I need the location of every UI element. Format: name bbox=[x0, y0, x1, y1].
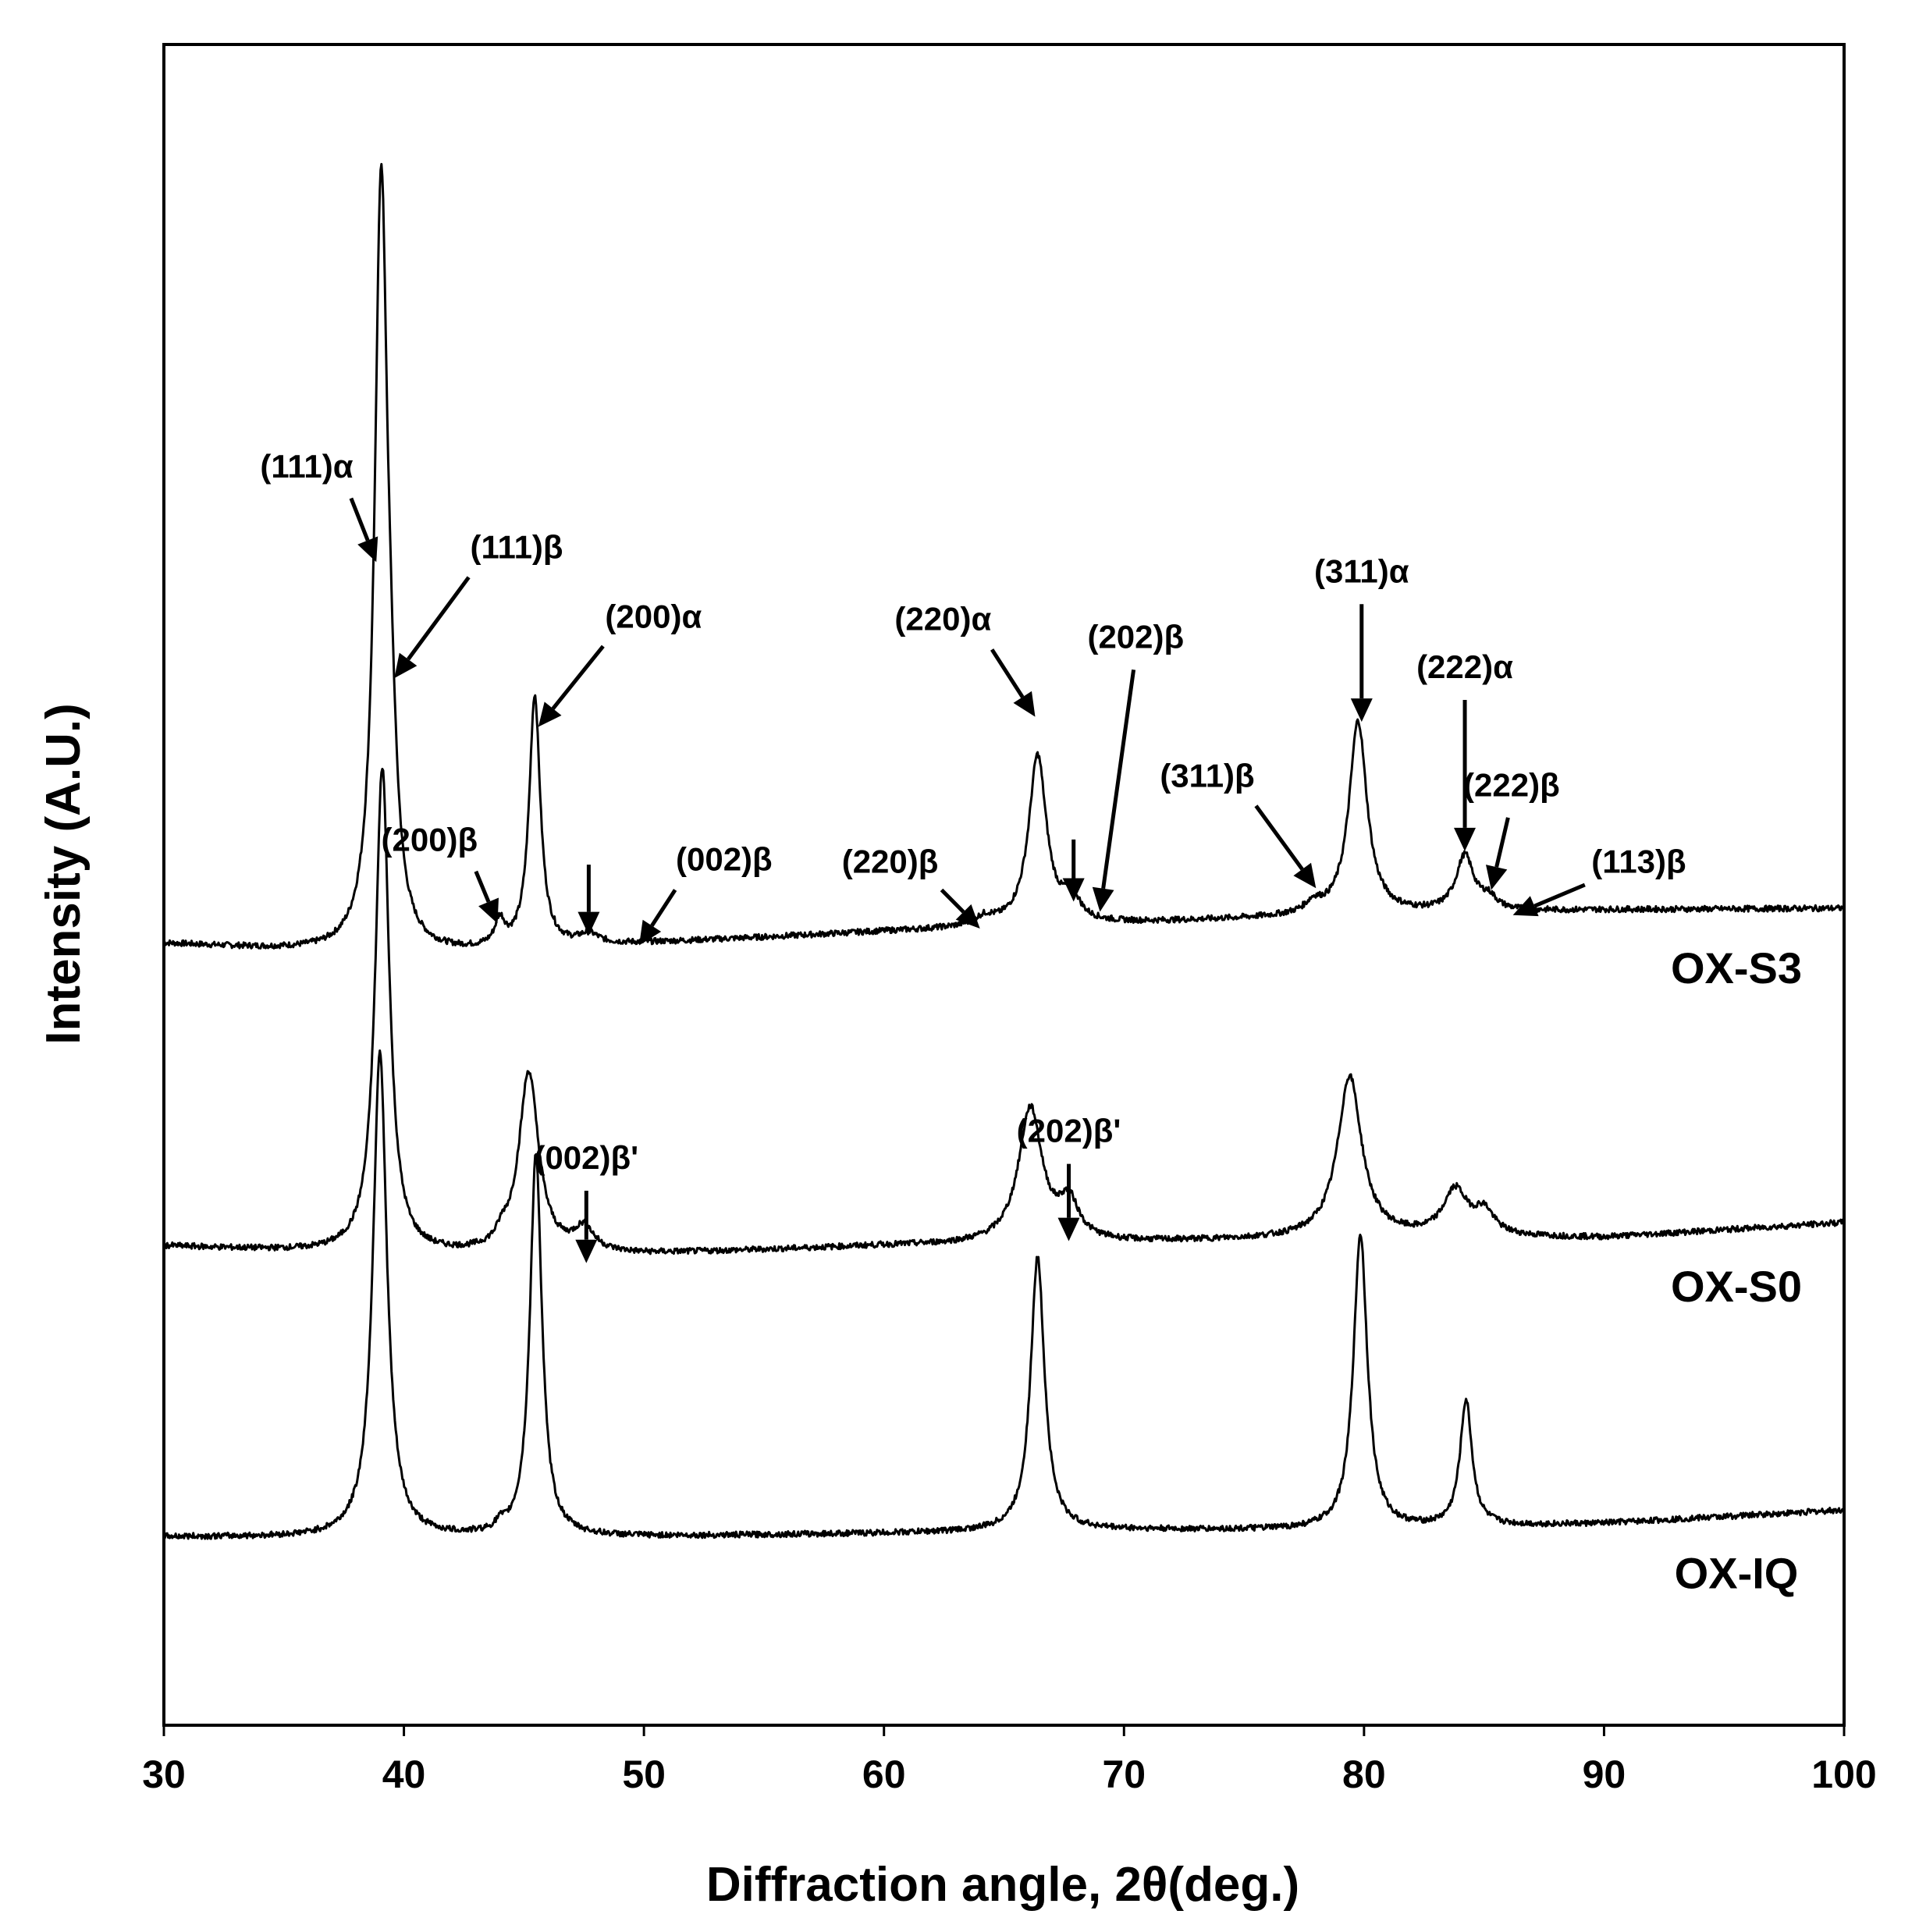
annotation-arrow-shaft bbox=[940, 888, 965, 914]
peak-annotation: (111)β bbox=[394, 529, 563, 679]
annotation-arrow-head bbox=[1350, 698, 1373, 723]
peak-annotation: (002)β bbox=[639, 841, 773, 946]
annotation-arrow-head bbox=[1486, 865, 1508, 890]
annotation-arrow-shaft bbox=[650, 889, 677, 927]
annotation-arrow-head bbox=[1293, 862, 1317, 889]
annotation-arrow-head bbox=[1454, 827, 1476, 851]
annotation-label: (113)β bbox=[1591, 843, 1686, 879]
annotation-label: (111)α bbox=[260, 448, 353, 485]
annotation-arrow-head bbox=[357, 536, 378, 563]
annotation-label: (222)β bbox=[1463, 766, 1560, 803]
series-label-ox-s0: OX-S0 bbox=[1671, 1262, 1802, 1311]
annotation-label: (220)α bbox=[894, 601, 991, 637]
annotation-label: (002)β bbox=[676, 841, 773, 878]
annotation-label: (311)β bbox=[1160, 758, 1254, 794]
annotation-arrow-shaft bbox=[349, 497, 370, 542]
x-tick-label: 80 bbox=[1342, 1753, 1386, 1796]
x-tick-label: 70 bbox=[1102, 1753, 1146, 1796]
annotation-label: (111)β bbox=[471, 529, 563, 566]
peak-annotation: (200)β bbox=[382, 821, 499, 924]
annotation-arrow-shaft bbox=[407, 576, 471, 661]
peak-annotation: (220)α bbox=[894, 601, 1036, 717]
annotation-label: (220)β bbox=[842, 843, 939, 879]
peak-annotation: (113)β bbox=[1512, 843, 1686, 917]
x-tick-label: 50 bbox=[622, 1753, 666, 1796]
x-tick-label: 30 bbox=[142, 1753, 186, 1796]
annotation-label: (222)α bbox=[1416, 648, 1513, 685]
peak-annotation: (222)α bbox=[1416, 648, 1513, 851]
annotation-arrow-head bbox=[575, 1239, 598, 1263]
annotation-arrow-head bbox=[394, 652, 418, 679]
annotation-label: (200)β bbox=[382, 821, 478, 858]
peak-annotation: (200)α bbox=[538, 598, 702, 727]
annotation-arrow-head bbox=[1092, 886, 1114, 912]
annotation-label: (002)β' bbox=[534, 1139, 638, 1176]
peak-annotation: (222)β bbox=[1463, 766, 1560, 890]
annotation-arrow-head bbox=[538, 701, 562, 727]
series-line-ox-s3 bbox=[163, 162, 1846, 950]
y-axis-title: Intensity (A.U.) bbox=[37, 703, 91, 1044]
plot-frame bbox=[162, 43, 1846, 1727]
x-axis-title: Diffraction angle, 2θ(deg.) bbox=[706, 1858, 1299, 1912]
annotation-label: (200)α bbox=[605, 598, 702, 635]
peak-annotation: (111)α bbox=[260, 448, 378, 563]
annotation-arrow-head bbox=[1512, 896, 1539, 917]
peak-annotation: (220)β bbox=[842, 843, 980, 929]
x-tick-label: 100 bbox=[1811, 1753, 1876, 1796]
peak-annotation: (202)β bbox=[1087, 619, 1184, 912]
annotation-label: (202)β bbox=[1087, 619, 1184, 655]
series-line-ox-s0 bbox=[162, 768, 1846, 1255]
annotation-arrow-shaft bbox=[1533, 883, 1586, 908]
annotation-arrow-head bbox=[639, 919, 662, 946]
annotation-arrow-shaft bbox=[1254, 804, 1304, 871]
peak-annotation: (311)β bbox=[1160, 758, 1317, 889]
annotation-arrow-head bbox=[955, 904, 980, 929]
x-tick-label: 40 bbox=[382, 1753, 426, 1796]
peak-annotation: (311)α bbox=[1314, 552, 1409, 723]
annotation-arrow-shaft bbox=[1101, 669, 1136, 890]
annotation-arrow-shaft bbox=[990, 648, 1025, 698]
peak-annotation: (202)β' bbox=[1017, 1113, 1121, 1241]
annotation-arrow-head bbox=[1013, 691, 1036, 717]
x-tick-label: 90 bbox=[1583, 1753, 1626, 1796]
annotation-arrow-head bbox=[577, 911, 600, 936]
x-tick-label: 60 bbox=[862, 1753, 906, 1796]
peak-annotation: (002)β' bbox=[534, 1139, 638, 1263]
series-label-ox-s3: OX-S3 bbox=[1671, 943, 1802, 993]
annotation-label: (202)β' bbox=[1017, 1113, 1121, 1149]
annotation-arrow-shaft bbox=[1494, 817, 1510, 868]
annotation-label: (311)α bbox=[1314, 552, 1409, 589]
peak-annotation bbox=[577, 865, 600, 936]
annotation-arrow-shaft bbox=[474, 870, 491, 903]
series-line-ox-iq bbox=[163, 1049, 1846, 1540]
peak-annotations: (111)α (111)β (200)α (200)β (002)β (220)β (220… bbox=[260, 448, 1686, 1263]
series-label-ox-iq: OX-IQ bbox=[1675, 1548, 1799, 1597]
annotation-arrow-head bbox=[478, 897, 499, 924]
annotation-arrow-shaft bbox=[551, 645, 605, 710]
plot-area bbox=[162, 162, 1846, 1540]
annotation-arrow-head bbox=[1057, 1217, 1080, 1241]
series-labels: OX-S3 OX-S0 OX-IQ bbox=[1671, 943, 1802, 1598]
annotation-arrow-head bbox=[1062, 878, 1085, 902]
x-axis: 30 40 50 60 70 80 90 100 bbox=[142, 1725, 1877, 1796]
peak-annotation bbox=[1062, 839, 1085, 902]
